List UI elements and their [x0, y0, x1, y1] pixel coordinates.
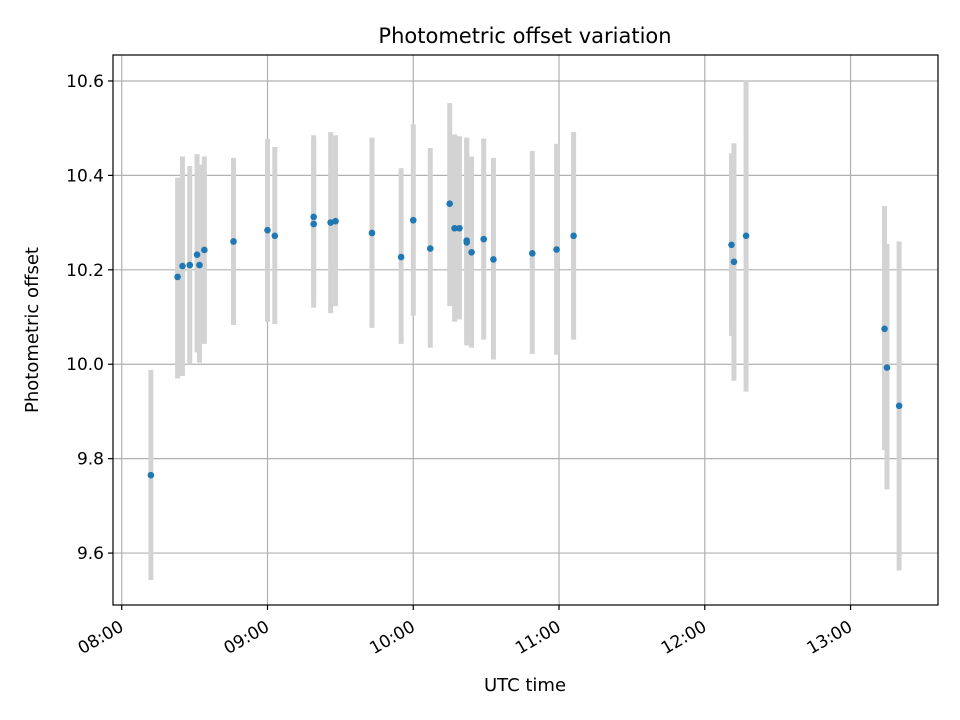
y-tick-label: 10.0	[66, 355, 104, 375]
x-tick-label: 11:00	[512, 617, 564, 659]
data-point	[730, 258, 738, 266]
data-point	[895, 402, 903, 410]
x-tick-label: 13:00	[804, 617, 856, 659]
y-tick-label: 9.6	[77, 544, 104, 564]
data-point	[553, 246, 560, 253]
data-point	[147, 471, 155, 479]
data-point	[446, 200, 454, 208]
x-axis-label: UTC time	[484, 675, 566, 696]
data-point	[196, 261, 203, 269]
data-point	[332, 217, 339, 225]
data-point	[368, 229, 376, 237]
data-point	[883, 364, 891, 371]
data-point	[186, 261, 194, 269]
y-gridlines	[113, 80, 938, 554]
data-point	[490, 256, 497, 263]
y-axis-ticks: 9.6 9.8 10.0 10.2 10.4 10.6	[66, 72, 113, 564]
data-point	[310, 213, 317, 221]
y-axis-label: Photometric offset	[22, 247, 43, 413]
data-point	[468, 249, 475, 256]
data-point	[271, 232, 279, 240]
data-point	[230, 238, 237, 245]
data-point	[409, 216, 417, 224]
data-point	[179, 262, 186, 270]
data-point	[742, 232, 750, 240]
x-tick-label: 10:00	[366, 617, 418, 659]
x-axis-ticks: 08:00 09:00 10:00 11:00 12:00 13:00	[75, 605, 856, 659]
data-point	[264, 226, 271, 234]
y-tick-label: 9.8	[77, 450, 104, 470]
data-point	[881, 325, 888, 333]
data-point	[193, 251, 201, 258]
data-point	[570, 232, 577, 240]
data-points	[147, 200, 903, 479]
data-point	[728, 241, 735, 249]
y-tick-label: 10.6	[66, 72, 104, 92]
data-point	[456, 224, 463, 232]
data-point	[480, 235, 488, 243]
y-tick-label: 10.2	[66, 261, 104, 281]
data-point	[310, 220, 317, 228]
x-tick-label: 08:00	[75, 617, 127, 659]
data-point	[201, 246, 208, 254]
data-point	[451, 224, 458, 232]
y-tick-label: 10.4	[66, 166, 104, 186]
x-tick-label: 09:00	[221, 617, 273, 659]
data-point	[174, 273, 181, 281]
data-point	[397, 253, 405, 261]
data-point	[529, 249, 536, 257]
data-point	[463, 237, 471, 244]
x-tick-label: 12:00	[658, 617, 710, 659]
plot-frame	[112, 54, 939, 606]
chart-title: Photometric offset variation	[378, 24, 671, 48]
plot-area-background	[113, 55, 938, 605]
data-point	[426, 245, 434, 252]
